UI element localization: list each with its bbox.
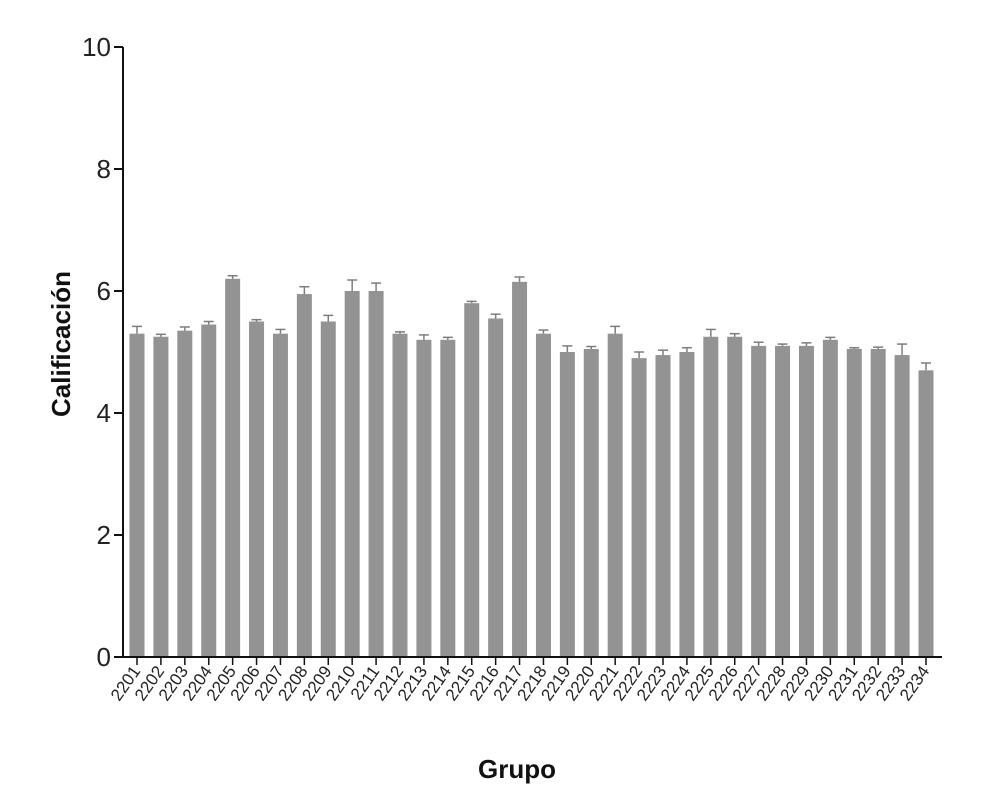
x-axis-title: Grupo	[478, 754, 556, 784]
bar-2211	[368, 291, 384, 657]
bar-2202	[153, 336, 169, 657]
bar-2216	[488, 318, 504, 657]
bar-2229	[798, 345, 814, 657]
bar-2201	[129, 333, 145, 657]
bar-2230	[822, 339, 838, 657]
bar-2208	[296, 294, 312, 657]
y-tick-label: 8	[97, 154, 111, 184]
y-tick-label: 10	[82, 32, 111, 62]
bar-2231	[846, 348, 862, 657]
y-axis-ticks: 0 2 4 6 8 10	[82, 32, 123, 672]
bar-2204	[201, 324, 217, 657]
bar-2222	[631, 358, 647, 657]
error-bars	[132, 275, 931, 371]
bar-2225	[703, 336, 719, 657]
bar-2207	[272, 333, 288, 657]
bar-2221	[607, 333, 623, 657]
bar-2212	[392, 333, 408, 657]
bar-2217	[512, 281, 528, 657]
bar-2220	[583, 348, 599, 657]
bar-2223	[655, 355, 671, 657]
bar-2206	[249, 321, 265, 657]
bar-2215	[464, 303, 480, 657]
bar-2232	[870, 348, 886, 657]
bar-2218	[535, 333, 551, 657]
y-tick-label: 2	[97, 520, 111, 550]
y-tick-label: 0	[97, 642, 111, 672]
bar-2209	[320, 321, 336, 657]
bar-2219	[559, 352, 575, 657]
bar-2226	[727, 336, 743, 657]
bar-2228	[775, 345, 791, 657]
x-axis-ticks: 2201220222032204220522062207220822092210…	[107, 657, 933, 704]
bar-2213	[416, 339, 432, 657]
bar-2205	[225, 278, 241, 657]
bar-2227	[751, 345, 767, 657]
bar-2214	[440, 339, 456, 657]
y-tick-label: 4	[97, 398, 111, 428]
bars	[129, 278, 934, 657]
bar-2234	[918, 370, 934, 657]
bar-2233	[894, 355, 910, 657]
bar-2210	[344, 291, 360, 657]
bar-2203	[177, 330, 193, 657]
y-axis-title: Calificación	[46, 271, 76, 417]
bar-2224	[679, 352, 695, 657]
y-tick-label: 6	[97, 276, 111, 306]
